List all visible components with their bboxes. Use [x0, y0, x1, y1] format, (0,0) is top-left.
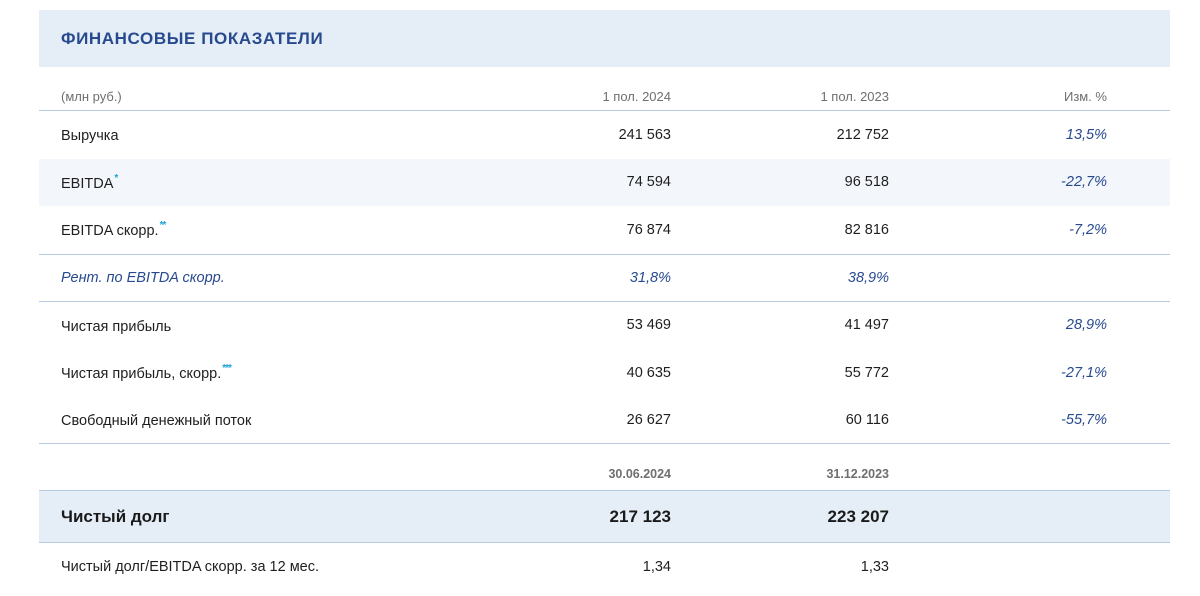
footnote-marker: * [114, 172, 118, 184]
value-2023: 1,33 [860, 559, 889, 575]
row-label: EBITDA скорр. [61, 223, 159, 240]
value-2023: 96 518 [844, 174, 889, 191]
value-change: -55,7% [1061, 411, 1107, 428]
footnote-marker: *** [222, 363, 232, 375]
row-revenue: Выручка 241 563 212 752 13,5% [39, 111, 1170, 159]
row-label: Чистый долг/EBITDA скорр. за 12 мес. [61, 559, 320, 575]
value-change: -27,1% [1061, 364, 1107, 381]
value-change: -22,7% [1061, 174, 1107, 191]
financial-table: ФИНАНСОВЫЕ ПОКАЗАТЕЛИ (млн руб.) 1 пол. … [39, 10, 1170, 591]
value-2023: 223 207 [827, 506, 889, 526]
row-label: Чистая прибыль [61, 318, 172, 335]
table-title-bar: ФИНАНСОВЫЕ ПОКАЗАТЕЛИ [39, 10, 1170, 67]
date-2024: 30.06.2024 [608, 467, 671, 481]
value-2024: 74 594 [626, 174, 671, 191]
value-change: -7,2% [1069, 221, 1107, 238]
row-label: EBITDA [61, 175, 114, 192]
col-header-h1-2024: 1 пол. 2024 [602, 89, 671, 104]
row-net-debt-to-ebitda: Чистый долг/EBITDA скорр. за 12 мес. 1,3… [39, 543, 1170, 591]
row-ebitda: EBITDA* 74 594 96 518 -22,7% [39, 158, 1170, 206]
col-header-h1-2023: 1 пол. 2023 [820, 89, 889, 104]
row-label: Свободный денежный поток [61, 413, 252, 430]
row-label: Чистая прибыль, скорр. [61, 366, 222, 383]
debt-date-header: 30.06.2024 31.12.2023 [39, 444, 1170, 490]
value-2023: 55 772 [844, 364, 889, 381]
row-adj-net-profit: Чистая прибыль, скорр.*** 40 635 55 772 … [39, 349, 1170, 397]
value-2023: 82 816 [844, 221, 889, 238]
value-2024: 76 874 [626, 221, 671, 238]
value-change: 28,9% [1065, 317, 1107, 334]
value-change: 13,5% [1065, 126, 1107, 143]
value-2024: 31,8% [629, 269, 671, 286]
value-2023: 38,9% [847, 269, 889, 286]
value-2023: 212 752 [836, 126, 889, 143]
value-2024: 1,34 [642, 559, 671, 575]
units-label: (млн руб.) [61, 89, 122, 104]
value-2023: 41 497 [844, 317, 889, 334]
table-title: ФИНАНСОВЫЕ ПОКАЗАТЕЛИ [61, 28, 324, 48]
row-label: Чистый долг [61, 506, 170, 526]
date-2023: 31.12.2023 [826, 467, 889, 481]
row-net-profit: Чистая прибыль 53 469 41 497 28,9% [39, 302, 1170, 350]
col-header-change: Изм. % [1063, 89, 1107, 104]
value-2024: 53 469 [626, 317, 671, 334]
row-net-debt: Чистый долг 217 123 223 207 [39, 490, 1170, 543]
row-adj-ebitda: EBITDA скорр.** 76 874 82 816 -7,2% [39, 206, 1170, 254]
row-free-cash-flow: Свободный денежный поток 26 627 60 116 -… [39, 397, 1170, 444]
footnote-marker: ** [159, 220, 167, 232]
row-adj-ebitda-margin: Рент. по EBITDA скорр. 31,8% 38,9% [39, 253, 1170, 302]
row-label: Рент. по EBITDA скорр. [61, 269, 225, 286]
value-2024: 40 635 [626, 364, 671, 381]
value-2024: 26 627 [626, 411, 671, 428]
row-label: Выручка [61, 128, 119, 145]
value-2023: 60 116 [845, 411, 889, 428]
value-2024: 217 123 [609, 506, 671, 526]
header-row: (млн руб.) 1 пол. 2024 1 пол. 2023 Изм. … [39, 67, 1170, 111]
value-2024: 241 563 [618, 126, 671, 143]
